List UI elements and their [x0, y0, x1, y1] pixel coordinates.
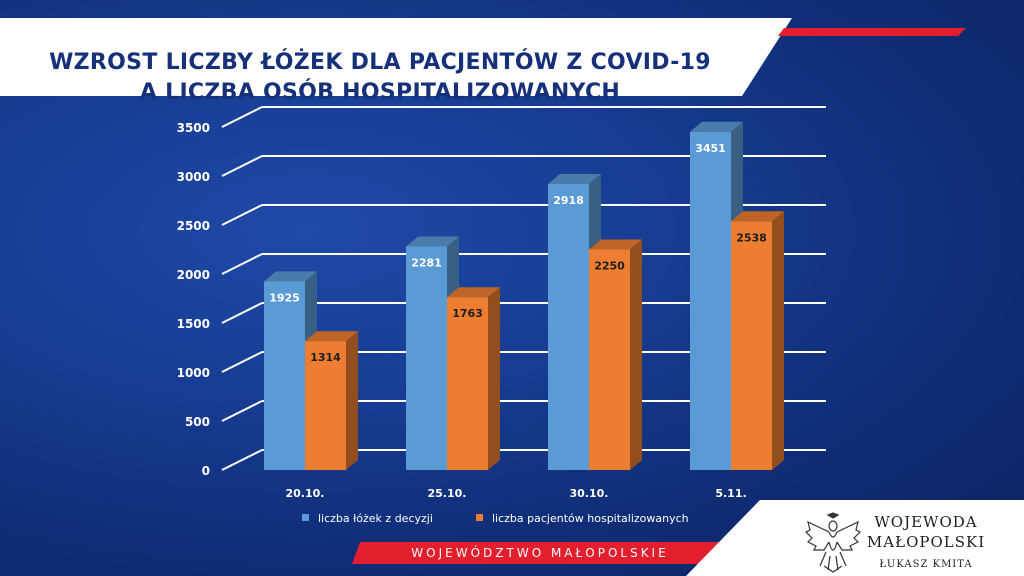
bar-top — [690, 121, 743, 132]
bar-side — [346, 331, 358, 470]
title-line-1: WZROST LICZBY ŁÓŻEK DLA PACJENTÓW Z COVI… — [49, 50, 711, 75]
logo-line-3: ŁUKASZ KMITA — [879, 559, 973, 570]
legend-label: liczba łóżek z decyzji — [318, 512, 433, 525]
bar-front — [548, 184, 589, 470]
bar-side — [488, 287, 500, 470]
gridline-diagonal — [221, 351, 263, 373]
bar-patients: 2250 — [589, 239, 642, 470]
bar-top — [264, 271, 317, 282]
bar-front — [589, 249, 630, 470]
y-tick-label: 1000 — [177, 366, 210, 380]
bar-value-label: 2538 — [736, 231, 767, 244]
y-axis-ticks: 0 500 1000 1500 2000 2500 3000 3500 — [177, 121, 210, 478]
bar-value-label: 3451 — [695, 142, 726, 155]
y-tick-label: 3500 — [177, 121, 210, 135]
bar-top — [589, 239, 642, 250]
bar-top — [548, 174, 601, 185]
bar-side — [772, 211, 784, 470]
bar-front — [731, 221, 772, 470]
title-banner: WZROST LICZBY ŁÓŻEK DLA PACJENTÓW Z COVI… — [0, 18, 966, 105]
footer-region-label: WOJEWÓDZTWO MAŁOPOLSKIE — [411, 546, 669, 560]
bar-top — [447, 287, 500, 298]
y-tick-label: 3000 — [177, 170, 210, 184]
eagle-emblem-icon — [804, 512, 862, 573]
logo-line-1: WOJEWODA — [874, 513, 978, 531]
x-tick-label: 5.11. — [715, 487, 746, 500]
bar-top — [305, 331, 358, 342]
x-tick-label: 20.10. — [286, 487, 325, 500]
bar-patients: 1763 — [447, 287, 500, 470]
bar-value-label: 1763 — [452, 307, 483, 320]
y-tick-label: 2000 — [177, 268, 210, 282]
bar-front — [264, 281, 305, 470]
chart-bars: 1925 1314 2281 1763 2918 2250 3451 2538 — [264, 121, 784, 470]
bar-value-label: 2250 — [594, 260, 625, 273]
logo-line-2: MAŁOPOLSKI — [866, 533, 986, 551]
bar-value-label: 2281 — [411, 256, 442, 269]
gridline-diagonal — [221, 449, 263, 471]
bar-front — [406, 246, 447, 470]
gridline-diagonal — [221, 302, 263, 324]
y-tick-label: 2500 — [177, 219, 210, 233]
y-tick-label: 500 — [185, 415, 210, 429]
chart-legend: liczba łóżek z decyzji liczba pacjentów h… — [302, 512, 689, 525]
title-line-2: A LICZBA OSÓB HOSPITALIZOWANYCH — [139, 80, 621, 105]
bar-top — [406, 236, 459, 247]
legend-swatch — [476, 514, 483, 521]
gridline-diagonal — [221, 204, 263, 226]
gridline-diagonal — [221, 253, 263, 275]
chart-title: WZROST LICZBY ŁÓŻEK DLA PACJENTÓW Z COVI… — [0, 48, 760, 108]
gridline-diagonal — [221, 400, 263, 422]
title-banner-shape — [0, 18, 966, 96]
governor-logo-text: WOJEWODA MAŁOPOLSKI ŁUKASZ KMITA — [866, 512, 986, 574]
legend-swatch — [302, 514, 309, 521]
bar-patients: 1314 — [305, 331, 358, 470]
bar-value-label: 1925 — [269, 291, 300, 304]
legend-label: liczba pacjentów hospitalizowanych — [492, 512, 689, 525]
bar-value-label: 1314 — [310, 351, 341, 364]
x-tick-label: 25.10. — [428, 487, 467, 500]
y-tick-label: 0 — [202, 464, 210, 478]
bar-value-label: 2918 — [553, 194, 584, 207]
bar-top — [731, 211, 784, 222]
bar-patients: 2538 — [731, 211, 784, 470]
gridline-diagonal — [221, 155, 263, 177]
x-tick-label: 30.10. — [570, 487, 609, 500]
gridline-diagonal — [221, 106, 263, 128]
bar-front — [447, 297, 488, 470]
bar-front — [305, 341, 346, 470]
bar-side — [630, 239, 642, 470]
y-tick-label: 1500 — [177, 317, 210, 331]
x-axis-ticks: 20.10. 25.10. 30.10. 5.11. — [286, 487, 747, 500]
bar-front — [690, 131, 731, 470]
bar-beds: 1925 — [264, 271, 317, 470]
